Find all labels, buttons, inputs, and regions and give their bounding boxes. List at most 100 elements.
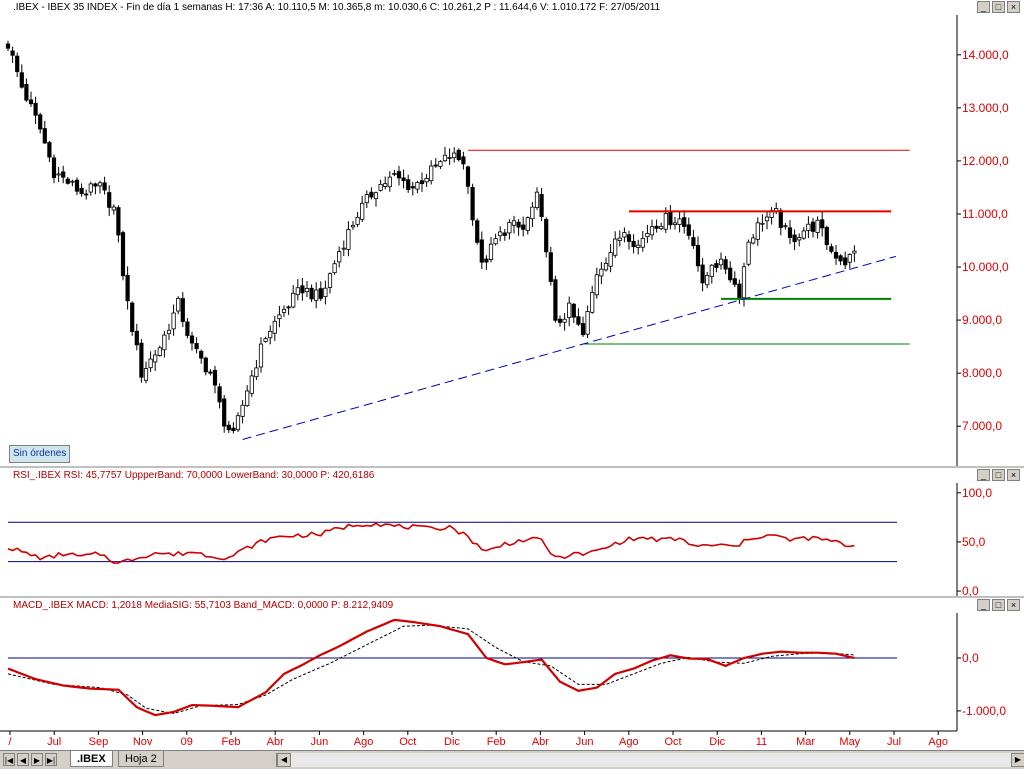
time-axis-tick-label: Oct [664, 736, 681, 748]
minimize-button[interactable]: _ [977, 1, 990, 13]
price-chart[interactable]: 14.000,0 13.000,0 12.000,0 11.000,0 10.000,0… [0, 15, 1024, 466]
candle-body [189, 335, 195, 344]
first-sheet-button[interactable]: |◀ [3, 753, 15, 766]
candle [769, 207, 774, 225]
candle [608, 243, 613, 273]
candle [194, 337, 199, 354]
macd-window-buttons: _ □ × [977, 599, 1020, 612]
candle-body [659, 225, 664, 230]
rsi-y-tick-label: 0,0 [962, 584, 979, 596]
candle-body [585, 311, 590, 335]
candle [534, 187, 540, 210]
candle [617, 230, 622, 247]
rsi-maximize-button[interactable]: □ [992, 469, 1005, 481]
candle [102, 176, 107, 195]
candle-body [162, 334, 167, 351]
candle [438, 160, 443, 170]
scroll-left-button[interactable]: ◀ [277, 753, 291, 767]
candle [659, 222, 664, 231]
candle-body [208, 371, 213, 374]
candle-body [654, 225, 659, 229]
candle [157, 345, 162, 357]
candle-body [507, 221, 512, 234]
candle-body [567, 302, 572, 318]
candle-body [470, 187, 475, 221]
candle [751, 234, 756, 245]
candle-body [84, 193, 89, 196]
time-axis-tick-label: Nov [133, 736, 153, 748]
candle-body [714, 263, 719, 268]
candle-body [723, 259, 728, 270]
price-panel-header: .IBEX - IBEX 35 INDEX - Fin de día 1 sem… [0, 0, 1024, 15]
candle-body [452, 152, 457, 159]
candle-body [824, 226, 829, 246]
candle [429, 160, 434, 185]
candle-body [341, 247, 346, 250]
candle-body [74, 179, 80, 192]
macd-maximize-button[interactable]: □ [992, 599, 1005, 611]
tab-hoja-2[interactable]: Hoja 2 [118, 751, 164, 767]
next-sheet-button[interactable]: ▶ [31, 753, 43, 766]
candle-body [778, 210, 783, 228]
candle [415, 180, 420, 194]
price-panel[interactable]: .IBEX - IBEX 35 INDEX - Fin de día 1 sem… [0, 0, 1024, 466]
horizontal-scrollbar[interactable]: ◀ ▶ [276, 753, 1024, 767]
time-axis-tick-label: 11 [756, 736, 767, 748]
candle [166, 323, 172, 340]
candle [645, 224, 650, 244]
candle [369, 187, 374, 200]
rsi-chart[interactable]: 100,0 50,0 0,0 [0, 483, 1024, 596]
last-sheet-button[interactable]: ▶| [45, 753, 57, 766]
scroll-right-button[interactable]: ▶ [1011, 753, 1024, 767]
candle [521, 216, 526, 237]
candle [70, 179, 75, 187]
candle [594, 267, 599, 299]
candle [760, 214, 765, 232]
macd-close-button[interactable]: × [1007, 599, 1020, 611]
candle-body [645, 233, 650, 238]
macd-panel[interactable]: MACD_.IBEX MACD: 1,2018 MediaSIG: 55,710… [0, 598, 1024, 750]
candle [764, 211, 770, 230]
rsi-close-button[interactable]: × [1007, 469, 1020, 481]
candle [498, 226, 503, 242]
orders-badge[interactable]: Sin órdenes [9, 445, 71, 463]
candle-body [401, 177, 406, 182]
close-button[interactable]: × [1007, 1, 1020, 13]
candle-body [852, 250, 857, 254]
candle-body [231, 427, 236, 432]
candle [84, 189, 89, 200]
candle-body [157, 347, 162, 357]
candle [732, 271, 737, 288]
macd-chart[interactable]: 0,0 -1.000,0 / Jul Sep Nov 09 Feb Abr Jun Ago Oct Di… [0, 613, 1024, 750]
macd-minimize-button[interactable]: _ [977, 599, 990, 611]
candle-body [396, 171, 402, 179]
candle-body [130, 302, 135, 332]
candle [682, 210, 687, 234]
candle-body [456, 149, 461, 161]
candle-body [608, 252, 613, 267]
candle [838, 254, 843, 266]
time-axis-tick-label: Oct [399, 736, 416, 748]
candle-body [447, 157, 452, 159]
candle-body [787, 227, 793, 238]
prev-sheet-button[interactable]: ◀ [17, 753, 29, 766]
candle [134, 323, 139, 351]
time-axis-tick-label: Ago [354, 736, 374, 748]
candle [672, 216, 678, 230]
candle [613, 231, 618, 258]
candle-body [488, 243, 494, 260]
maximize-button[interactable]: □ [992, 1, 1005, 13]
price-panel-title: .IBEX - IBEX 35 INDEX - Fin de día 1 sem… [13, 2, 661, 13]
candle-body [433, 164, 438, 167]
candle-body [622, 232, 627, 238]
candle [410, 181, 415, 196]
candle [553, 275, 558, 323]
macd-y-tick-label: -1.000,0 [962, 704, 1006, 718]
candle-body [125, 274, 130, 302]
rsi-minimize-button[interactable]: _ [977, 469, 990, 481]
candle [396, 165, 402, 186]
tab-ibex[interactable]: .IBEX [70, 751, 113, 767]
rsi-panel[interactable]: RSI_.IBEX RSI: 45,7757 UppperBand: 70,00… [0, 468, 1024, 596]
price-y-tick-label: 13.000,0 [962, 101, 1009, 115]
window-buttons: _ □ × [977, 1, 1020, 14]
